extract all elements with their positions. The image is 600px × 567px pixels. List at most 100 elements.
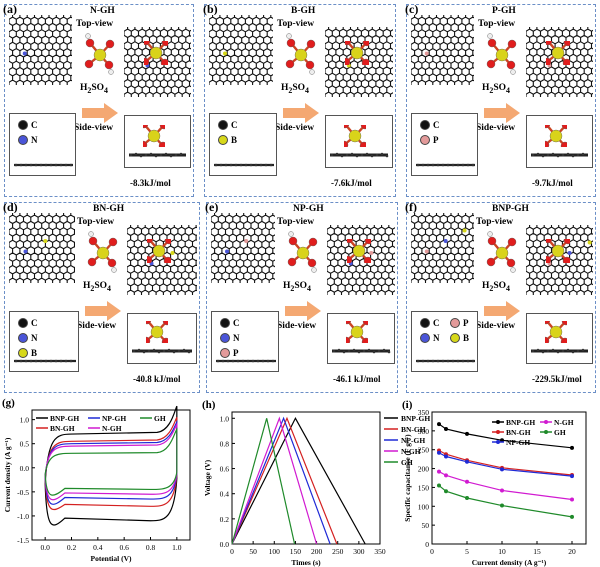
legend-label: BNP-GH bbox=[506, 418, 535, 427]
side-sheet-after bbox=[127, 147, 188, 165]
gcd-curve-gh bbox=[231, 418, 296, 545]
top-view-label: Top-view bbox=[277, 217, 315, 227]
molecule-panel: (c) P-GH Top-view H2SO4 Side-view C P -9.7kJ/mo… bbox=[405, 2, 596, 197]
legend-item-label: N bbox=[433, 333, 440, 343]
gcd-curve-bnp-gh bbox=[231, 417, 366, 545]
x-tick-label: 150 bbox=[290, 547, 302, 556]
capacitance-line-bnp-gh bbox=[438, 423, 573, 449]
legend-label: BN-GH bbox=[50, 424, 75, 433]
legend-item-label: C bbox=[433, 318, 440, 328]
data-point bbox=[444, 473, 448, 478]
panel-title: B-GH bbox=[291, 6, 316, 16]
y-tick-label: 250 bbox=[418, 446, 430, 455]
x-tick-label: 250 bbox=[332, 547, 344, 556]
y-tick-label: 300 bbox=[418, 427, 430, 436]
legend-item-label: B bbox=[31, 348, 38, 358]
side-view-label: Side-view bbox=[275, 123, 315, 133]
process-arrow bbox=[484, 103, 520, 123]
binding-energy: -46.1 kJ/mol bbox=[333, 374, 381, 384]
legend-item-c: C bbox=[420, 318, 440, 328]
y-tick-label: 1.0 bbox=[20, 416, 30, 425]
plot-frame bbox=[31, 409, 191, 541]
panel-label: (b) bbox=[203, 2, 218, 16]
legend-item-label: N bbox=[233, 333, 240, 343]
data-point bbox=[444, 452, 448, 457]
panel-label: (c) bbox=[405, 2, 419, 16]
graphene-top-before bbox=[9, 15, 72, 85]
process-arrow bbox=[484, 301, 520, 321]
side-view-label: Side-view bbox=[476, 123, 516, 133]
side-sheet-before bbox=[214, 353, 278, 371]
atom-c-icon bbox=[420, 120, 430, 130]
binding-energy: -40.8 kJ/mol bbox=[133, 374, 181, 384]
legend-item-c: C bbox=[18, 318, 38, 328]
acid-label: H2SO4 bbox=[281, 83, 309, 95]
process-arrow bbox=[285, 301, 321, 321]
x-tick-label: 0 bbox=[230, 547, 234, 556]
y-tick-label: 100 bbox=[418, 502, 430, 511]
cv-curve-n-gh bbox=[44, 422, 178, 501]
atom-n-icon bbox=[420, 333, 430, 343]
atom-n-icon bbox=[18, 135, 28, 145]
top-view-label: Top-view bbox=[77, 217, 115, 227]
binding-energy: -9.7kJ/mol bbox=[532, 178, 573, 188]
capacitance-line-n-gh bbox=[438, 471, 573, 501]
y-tick-label: 350 bbox=[418, 408, 430, 417]
side-sheet-after bbox=[330, 343, 392, 361]
y-tick-label: 0.8 bbox=[220, 439, 230, 448]
y-tick-label: -0.5 bbox=[17, 488, 29, 497]
atom-c-icon bbox=[18, 120, 28, 130]
side-view-box bbox=[127, 313, 197, 364]
panel-title: BN-GH bbox=[93, 204, 125, 214]
atom-b-icon bbox=[18, 348, 28, 358]
legend-item-b: B bbox=[218, 135, 237, 145]
plot-frame bbox=[431, 411, 587, 545]
data-point bbox=[570, 445, 574, 450]
legend-label: BN-GH bbox=[401, 425, 426, 434]
panel-label: (a) bbox=[3, 2, 17, 16]
legend-item-n: N bbox=[18, 333, 38, 343]
data-point bbox=[437, 448, 441, 453]
side-sheet-after bbox=[130, 343, 194, 361]
legend-marker bbox=[544, 420, 548, 424]
x-axis-label: Potential (V) bbox=[90, 554, 132, 563]
side-view-box bbox=[325, 115, 393, 168]
data-point bbox=[570, 514, 574, 519]
y-tick-label: 150 bbox=[418, 483, 430, 492]
legend-label: NP-GH bbox=[102, 414, 126, 423]
panel-title: BNP-GH bbox=[492, 204, 529, 214]
legend-label: GH bbox=[154, 414, 166, 423]
legend-label: NP-GH bbox=[401, 436, 425, 445]
x-axis-label: Times (s) bbox=[291, 558, 321, 567]
panel-label: (i) bbox=[402, 399, 413, 411]
legend-item-label: P bbox=[233, 348, 239, 358]
legend-item-label: B bbox=[463, 333, 470, 343]
process-arrow bbox=[85, 301, 121, 321]
atom-n-icon bbox=[220, 333, 230, 343]
x-tick-label: 0.8 bbox=[146, 543, 156, 552]
panel-title: NP-GH bbox=[293, 204, 324, 214]
panel-label: (g) bbox=[2, 397, 15, 409]
y-tick-label: 0.6 bbox=[220, 465, 230, 474]
data-point bbox=[465, 459, 469, 464]
graphene-top-before bbox=[211, 213, 275, 283]
atom-p-icon bbox=[420, 135, 430, 145]
legend-item-c: C bbox=[420, 120, 440, 130]
legend-item-label: C bbox=[31, 120, 38, 130]
side-sheet-before bbox=[212, 157, 276, 175]
side-view-label: Side-view bbox=[476, 321, 516, 331]
data-point bbox=[500, 503, 504, 508]
legend-item-b: B bbox=[18, 348, 37, 358]
process-arrow bbox=[283, 103, 319, 123]
legend-item-label: P bbox=[433, 135, 439, 145]
graphene-top-after bbox=[526, 225, 593, 295]
side-view-label: Side-view bbox=[74, 123, 114, 133]
top-view-label: Top-view bbox=[277, 19, 315, 29]
side-view-box bbox=[124, 115, 191, 168]
legend-item-p: P bbox=[220, 348, 239, 358]
legend-label: BN-GH bbox=[506, 428, 531, 437]
legend-label: GH bbox=[401, 458, 413, 467]
graphene-top-after bbox=[124, 27, 191, 97]
